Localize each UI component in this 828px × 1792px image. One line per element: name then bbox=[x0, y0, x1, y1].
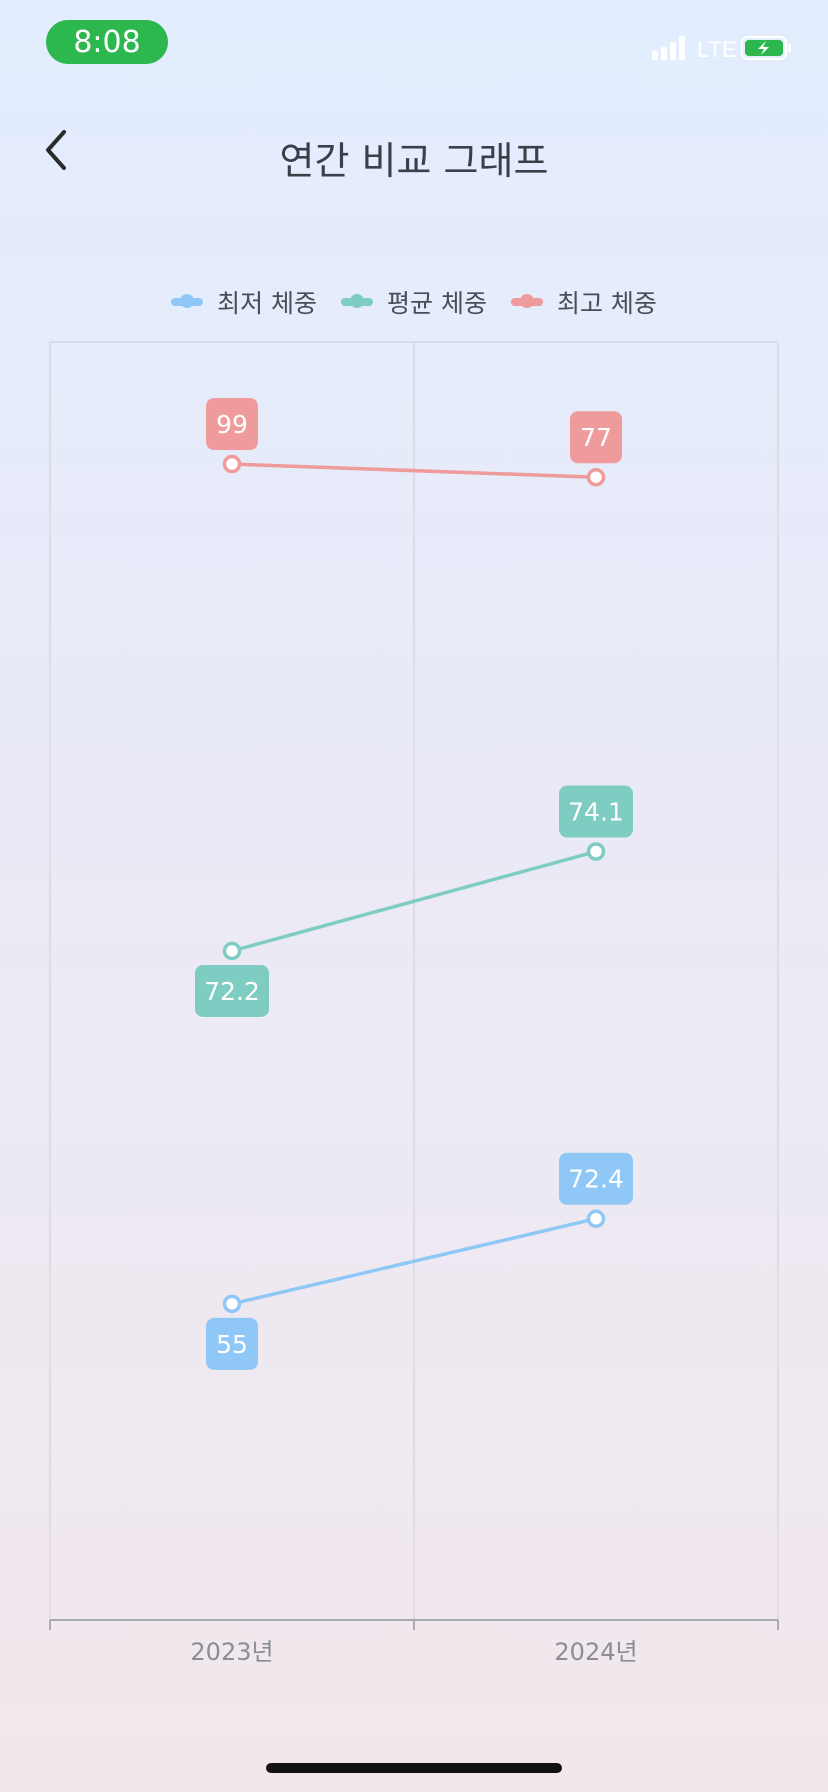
status-bar: 8:08 LTE bbox=[0, 0, 828, 90]
data-point bbox=[222, 454, 242, 474]
data-point bbox=[586, 842, 606, 861]
legend-label: 최저 체중 bbox=[217, 289, 318, 318]
data-label-box bbox=[559, 785, 633, 838]
chart-legend: 최저 체중 평균 체중 최고 체중 bbox=[0, 282, 828, 322]
data-point bbox=[586, 467, 606, 487]
data-label: 55 bbox=[216, 1330, 248, 1359]
back-button[interactable] bbox=[36, 124, 80, 176]
legend-label: 평균 체중 bbox=[387, 289, 487, 318]
network-type: LTE bbox=[697, 37, 738, 62]
legend-item-max[interactable]: 최고 체중 bbox=[510, 284, 657, 320]
data-label-box bbox=[206, 1317, 258, 1370]
data-label: 74.1 bbox=[568, 798, 624, 827]
data-point bbox=[222, 941, 242, 961]
data-label: 72.2 bbox=[204, 977, 260, 1006]
legend-swatch-max bbox=[510, 294, 543, 308]
legend-label: 최고 체중 bbox=[556, 289, 657, 318]
legend-swatch-min bbox=[171, 294, 204, 308]
home-indicator bbox=[266, 1763, 562, 1773]
legend-swatch-avg bbox=[341, 294, 374, 308]
data-point bbox=[586, 1209, 606, 1228]
data-label-box bbox=[559, 1152, 633, 1205]
data-label-box bbox=[206, 398, 258, 451]
data-point bbox=[222, 1294, 242, 1314]
signal-strength-icon bbox=[652, 36, 685, 60]
data-label: 72.4 bbox=[568, 1165, 624, 1194]
header: 연간 비교 그래프 bbox=[0, 110, 828, 190]
legend-item-avg[interactable]: 평균 체중 bbox=[341, 284, 487, 320]
series-line bbox=[230, 1216, 598, 1306]
chevron-left-icon bbox=[46, 130, 66, 170]
x-tick-label: 2023년 bbox=[190, 1638, 273, 1666]
page-title: 연간 비교 그래프 bbox=[279, 139, 549, 183]
data-label-box bbox=[195, 964, 269, 1017]
series-line bbox=[230, 849, 598, 953]
data-label-box bbox=[570, 411, 622, 464]
series-line bbox=[230, 462, 598, 479]
data-label: 99 bbox=[216, 410, 248, 439]
battery-charging-icon bbox=[741, 36, 791, 60]
data-label: 77 bbox=[580, 423, 612, 452]
x-tick-label: 2024년 bbox=[554, 1638, 637, 1666]
status-time: 8:08 bbox=[46, 20, 168, 64]
legend-item-min[interactable]: 최저 체중 bbox=[171, 284, 317, 320]
